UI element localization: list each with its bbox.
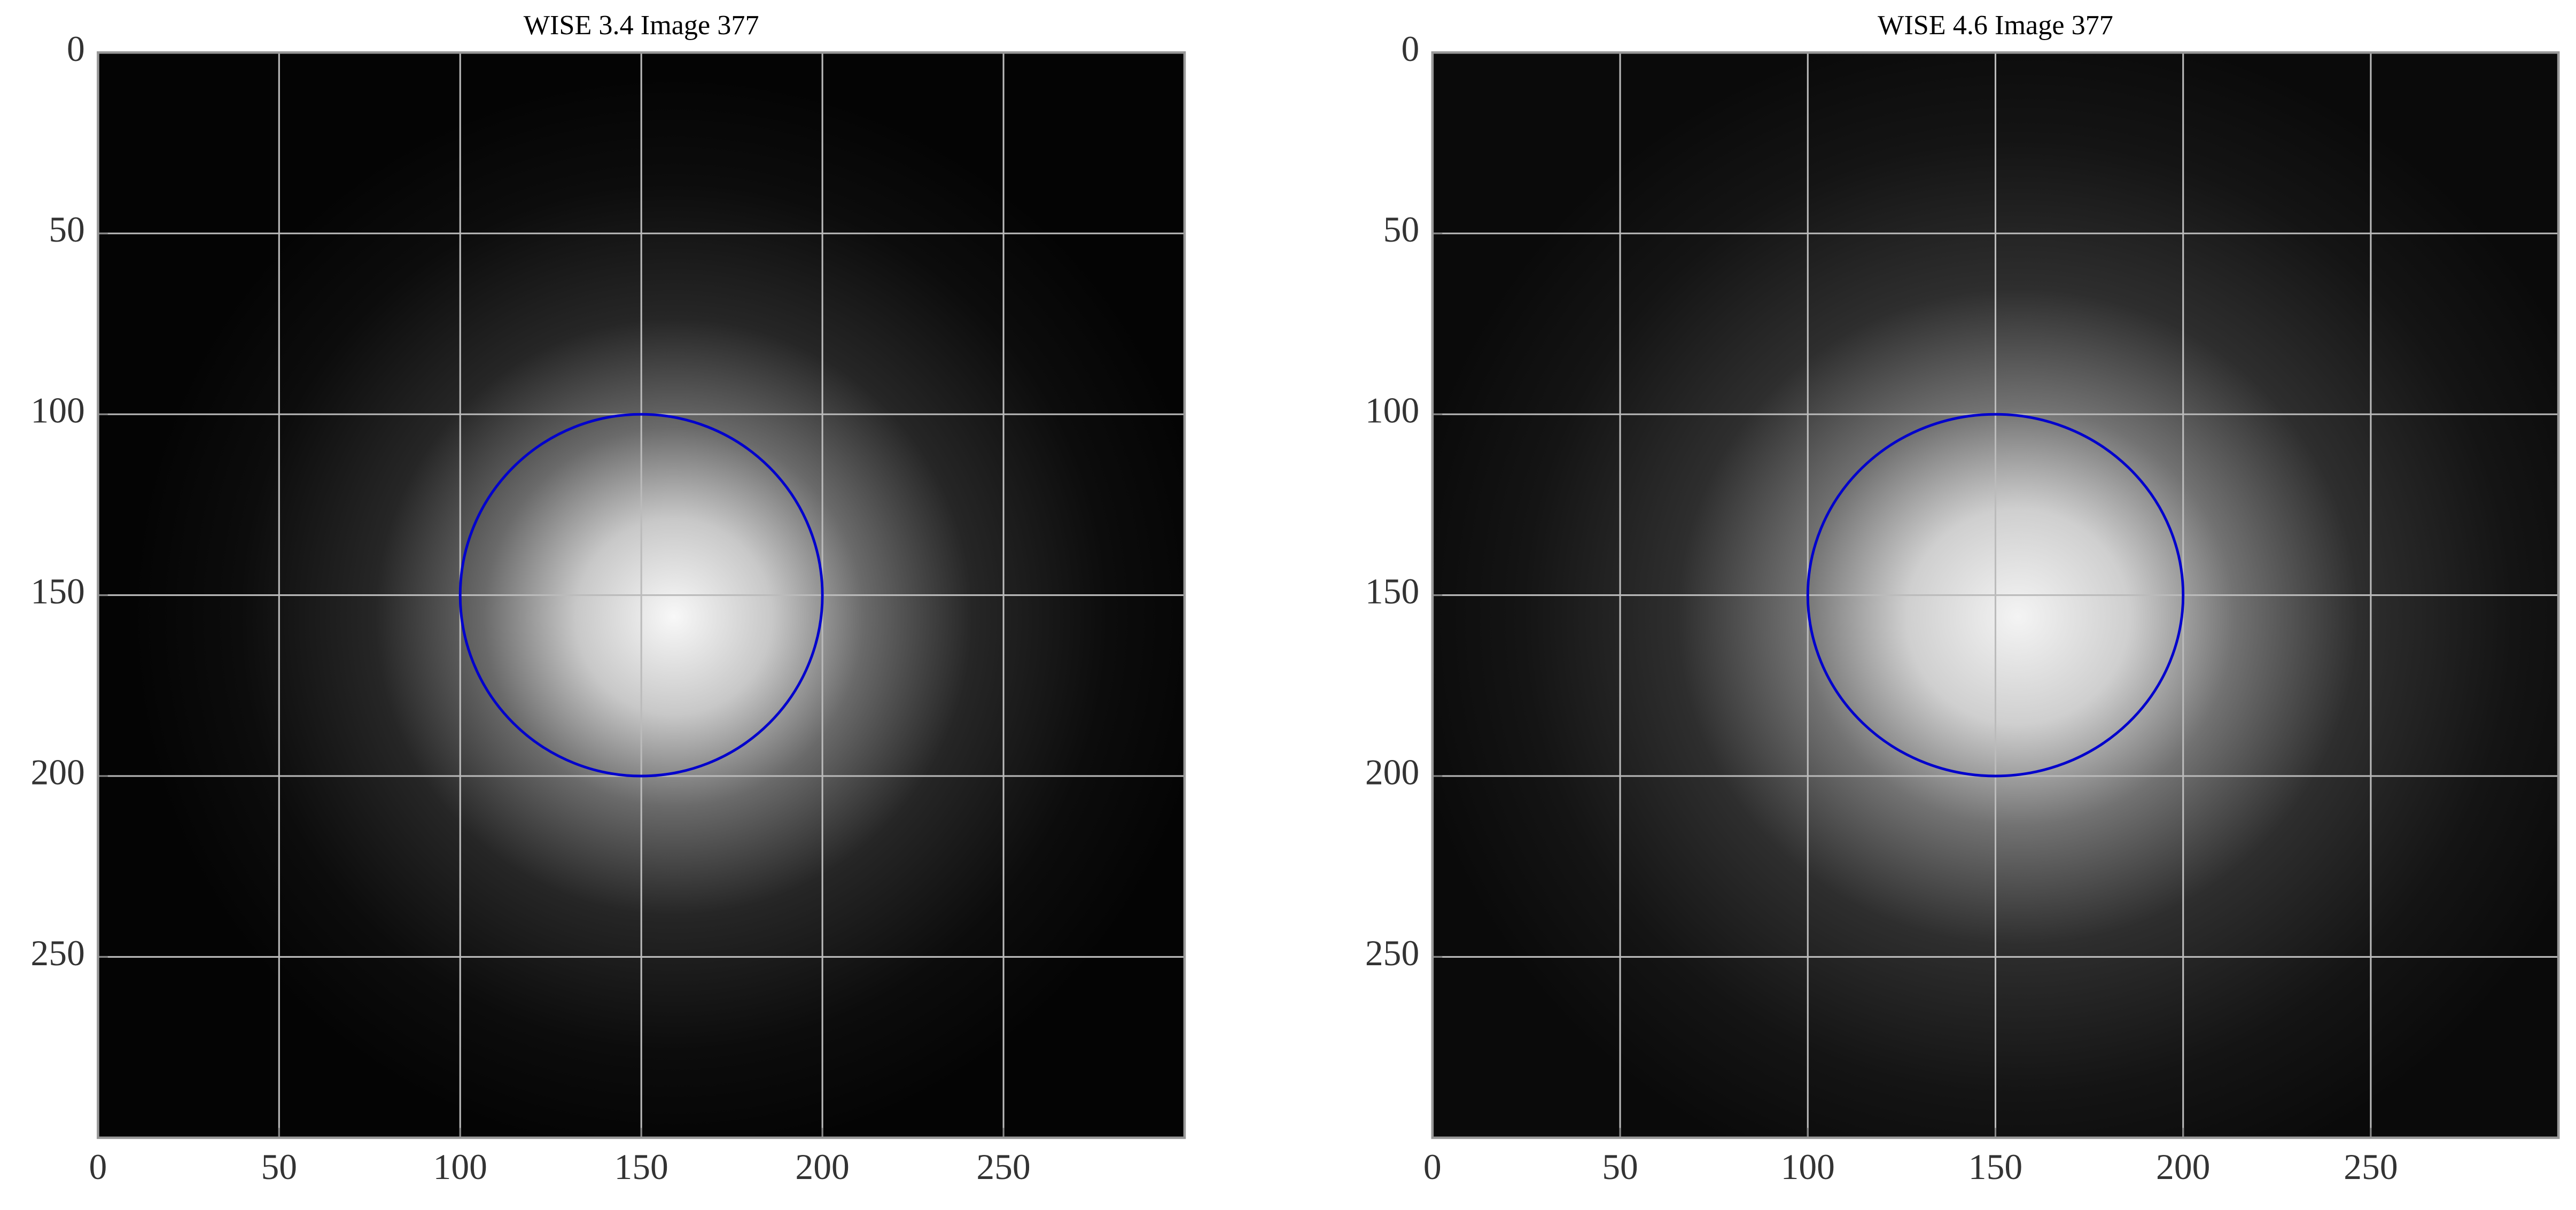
y-tick-label: 150 bbox=[30, 571, 84, 611]
x-tick-label: 100 bbox=[1781, 1147, 1835, 1187]
x-tick-label: 0 bbox=[89, 1147, 107, 1187]
y-tick-label: 250 bbox=[1365, 933, 1419, 973]
x-tick-label: 200 bbox=[2156, 1147, 2210, 1187]
x-tick-label: 250 bbox=[976, 1147, 1030, 1187]
x-tick-label: 100 bbox=[433, 1147, 487, 1187]
x-tick-label: 250 bbox=[2344, 1147, 2398, 1187]
x-tick-label: 50 bbox=[261, 1147, 298, 1187]
y-tick-label: 200 bbox=[30, 753, 84, 793]
y-tick-label: 0 bbox=[67, 29, 85, 69]
aperture-circle bbox=[1806, 413, 2185, 778]
y-tick-label: 100 bbox=[1365, 391, 1419, 431]
y-tick-label: 100 bbox=[30, 391, 84, 431]
y-tick-label: 50 bbox=[1383, 210, 1420, 250]
x-tick-label: 150 bbox=[1968, 1147, 2022, 1187]
y-tick-label: 0 bbox=[1401, 29, 1419, 69]
x-tick-label: 150 bbox=[614, 1147, 668, 1187]
aperture-circle bbox=[458, 413, 824, 778]
y-tick-label: 50 bbox=[49, 210, 85, 250]
y-tick-label: 250 bbox=[30, 933, 84, 973]
x-tick-label: 50 bbox=[1602, 1147, 1638, 1187]
y-tick-label: 150 bbox=[1365, 571, 1419, 611]
x-tick-label: 0 bbox=[1423, 1147, 1442, 1187]
chart-title: WISE 3.4 Image 377 bbox=[524, 10, 759, 41]
axes-frame bbox=[1431, 51, 2560, 1139]
chart-title: WISE 4.6 Image 377 bbox=[1878, 10, 2113, 41]
y-tick-label: 200 bbox=[1365, 753, 1419, 793]
x-tick-label: 200 bbox=[795, 1147, 849, 1187]
axes-frame bbox=[97, 51, 1186, 1139]
